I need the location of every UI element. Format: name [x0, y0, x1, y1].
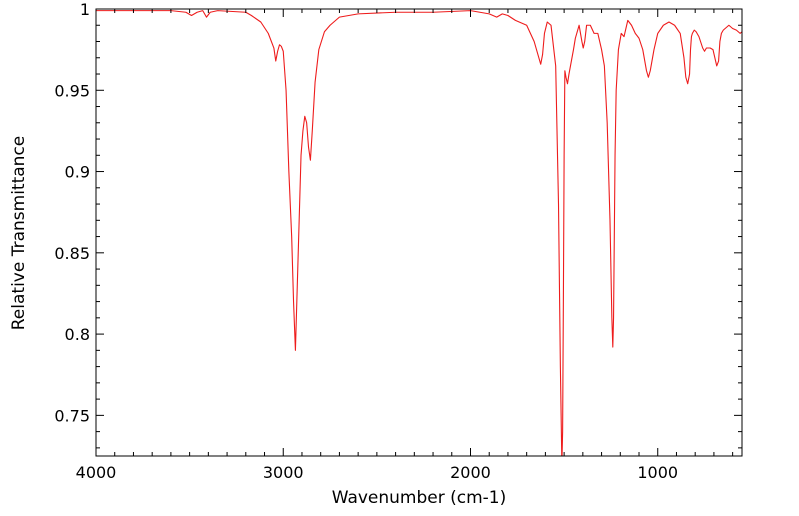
y-axis-ticks: 0.75 0.8 0.85 0.9 0.95 1	[54, 0, 742, 449]
y-tick-label: 0.9	[65, 163, 90, 182]
x-tick-label: 2000	[450, 463, 491, 482]
y-tick-label: 0.85	[54, 244, 90, 263]
y-tick-label: 1	[80, 0, 90, 19]
y-tick-label: 0.8	[65, 325, 90, 344]
x-tick-label: 1000	[637, 463, 678, 482]
x-axis-title: Wavenumber (cm-1)	[332, 488, 507, 508]
plot-area	[96, 10, 742, 456]
y-tick-label: 0.95	[54, 81, 90, 100]
y-tick-label: 0.75	[54, 406, 90, 425]
x-axis-ticks: 4000 3000 2000 1000	[76, 9, 734, 482]
x-tick-label: 4000	[76, 463, 117, 482]
x-tick-label: 3000	[263, 463, 304, 482]
plot-frame	[95, 8, 743, 457]
y-axis-title: Relative Transmittance	[9, 136, 29, 331]
spectrum-series-line	[96, 10, 742, 456]
